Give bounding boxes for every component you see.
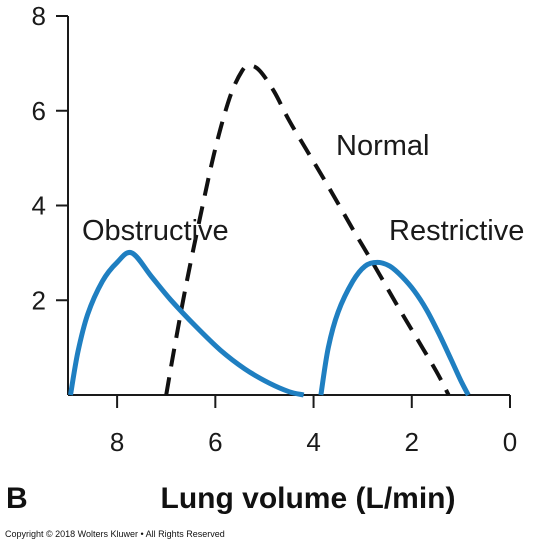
series-layer — [68, 63, 471, 398]
x-tick-label-0: 0 — [503, 427, 517, 457]
panel-label: B — [6, 482, 28, 515]
x-axis-label: Lung volume (L/min) — [161, 482, 456, 515]
x-tick-label-6: 6 — [208, 427, 222, 457]
axes: 8 6 4 2 0 2 4 6 8 — [32, 1, 518, 457]
series-line-restrictive — [318, 259, 471, 397]
series-line-obstructive — [68, 249, 305, 398]
copyright-text: Copyright © 2018 Wolters Kluwer • All Ri… — [5, 529, 225, 539]
y-tick-label-8: 8 — [32, 1, 46, 31]
labels-layer: Normal Obstructive Restrictive B Lung vo… — [5, 130, 524, 539]
x-tick-label-2: 2 — [405, 427, 419, 457]
label-restrictive: Restrictive — [389, 215, 524, 247]
series-line-normal — [164, 63, 451, 396]
label-obstructive: Obstructive — [82, 215, 229, 247]
y-tick-label-2: 2 — [32, 285, 46, 315]
x-tick-label-4: 4 — [306, 427, 320, 457]
y-tick-label-6: 6 — [32, 96, 46, 126]
y-tick-label-4: 4 — [32, 191, 46, 221]
x-tick-label-8: 8 — [110, 427, 124, 457]
label-normal: Normal — [336, 130, 429, 162]
